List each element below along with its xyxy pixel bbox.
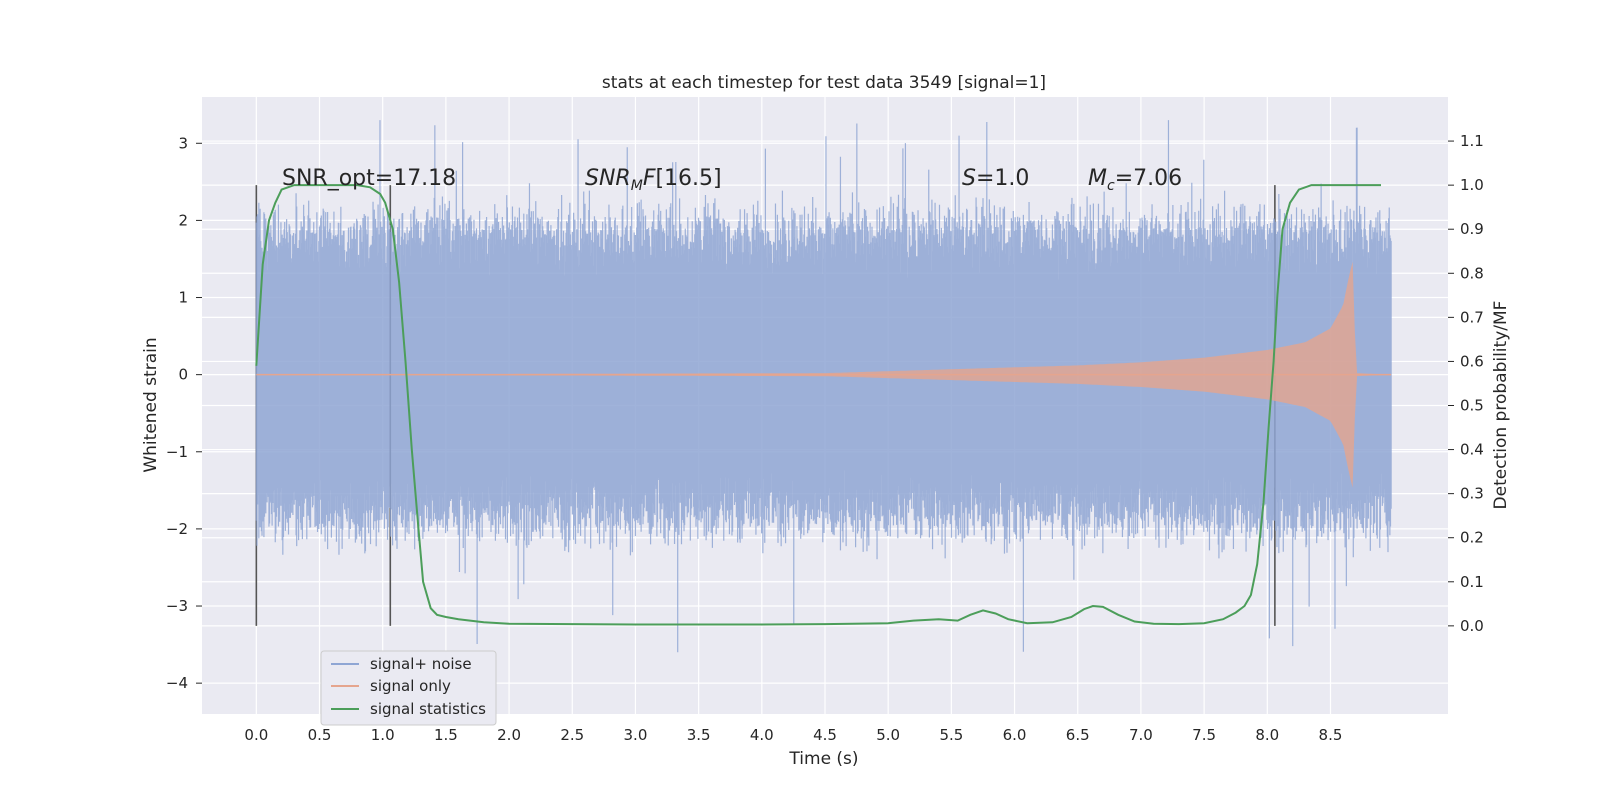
annotation-snr-opt: SNR_opt=17.18	[282, 166, 456, 191]
annotation-mc: Mc=7.06	[1088, 166, 1182, 194]
y-tick-label: −4	[166, 674, 188, 692]
annotation-mc-value: =7.06	[1115, 166, 1182, 191]
legend-label-signal: signal only	[370, 677, 451, 695]
y-right-tick-labels: 1.1 1.0 0.9 0.8 0.7 0.6 0.5 0.4 0.3 0.2 0.1 0.0	[1448, 132, 1484, 635]
y-right-tick-label: 0.2	[1460, 529, 1484, 547]
x-tick-label: 3.5	[687, 726, 711, 744]
y-axis-label: Whitened strain	[141, 337, 161, 472]
x-tick-label: 2.5	[560, 726, 584, 744]
series-signal-statistics-line	[255, 184, 1381, 626]
x-tick-label: 6.5	[1066, 726, 1090, 744]
y-tick-label: −1	[166, 443, 188, 461]
legend: signal+ noise signal only signal statist…	[320, 650, 497, 726]
y-right-tick-label: 0.6	[1460, 352, 1484, 370]
annotation-snr-mf: SNRMF[16.5]	[585, 166, 722, 194]
y-right-tick-label: 0.1	[1460, 573, 1484, 591]
y-right-tick-label: 1.0	[1460, 176, 1484, 194]
y-right-tick-label: 1.1	[1460, 132, 1484, 150]
y-right-axis-label: Detection probability/MF	[1491, 301, 1511, 510]
series-signal-statistics	[255, 184, 1381, 626]
y-right-tick-label: 0.3	[1460, 485, 1484, 503]
x-tick-label: 5.5	[939, 726, 963, 744]
x-tick-label: 0.5	[308, 726, 332, 744]
x-tick-label: 7.0	[1129, 726, 1153, 744]
y-tick-label: 3	[178, 134, 188, 152]
x-tick-label: 4.0	[750, 726, 774, 744]
annotation-s-value: =1.0	[976, 166, 1029, 191]
annotation-s: S=1.0	[962, 166, 1029, 191]
legend-box	[320, 650, 497, 726]
x-tick-label: 0.0	[244, 726, 268, 744]
y-right-tick-label: 0.4	[1460, 441, 1484, 459]
x-tick-label: 6.0	[1003, 726, 1027, 744]
y-tick-label: 0	[178, 366, 188, 384]
x-tick-label: 8.5	[1319, 726, 1343, 744]
x-tick-labels: 0.0 0.5 1.0 1.5 2.0 2.5 3.0 3.5 4.0 4.5 5.0 5.5 6.0 6…	[244, 726, 1342, 744]
y-tick-label: 1	[178, 289, 188, 307]
legend-label-stats: signal statistics	[370, 700, 486, 718]
y-tick-label: −3	[166, 597, 188, 615]
legend-label-noise: signal+ noise	[370, 655, 472, 673]
x-tick-label: 2.0	[497, 726, 521, 744]
x-tick-label: 8.0	[1255, 726, 1279, 744]
y-right-tick-label: 0.7	[1460, 308, 1484, 326]
x-tick-label: 4.5	[813, 726, 837, 744]
y-tick-labels: 3 2 1 0 −1 −2 −3 −4	[166, 134, 202, 692]
y-right-tick-label: 0.9	[1460, 220, 1484, 238]
y-right-tick-label: 0.5	[1460, 397, 1484, 415]
annotation-snr-mf-value: [16.5]	[655, 166, 721, 191]
x-tick-label: 3.0	[624, 726, 648, 744]
x-tick-label: 5.0	[876, 726, 900, 744]
x-tick-label: 7.5	[1192, 726, 1216, 744]
y-tick-label: −2	[166, 520, 188, 538]
x-tick-label: 1.0	[371, 726, 395, 744]
x-axis-label: Time (s)	[788, 749, 858, 769]
series-signal-only	[256, 261, 1392, 488]
y-right-tick-label: 0.8	[1460, 264, 1484, 282]
y-right-tick-label: 0.0	[1460, 617, 1484, 635]
x-tick-label: 1.5	[434, 726, 458, 744]
chart-title: stats at each timestep for test data 354…	[602, 73, 1046, 93]
y-tick-label: 2	[178, 211, 188, 229]
